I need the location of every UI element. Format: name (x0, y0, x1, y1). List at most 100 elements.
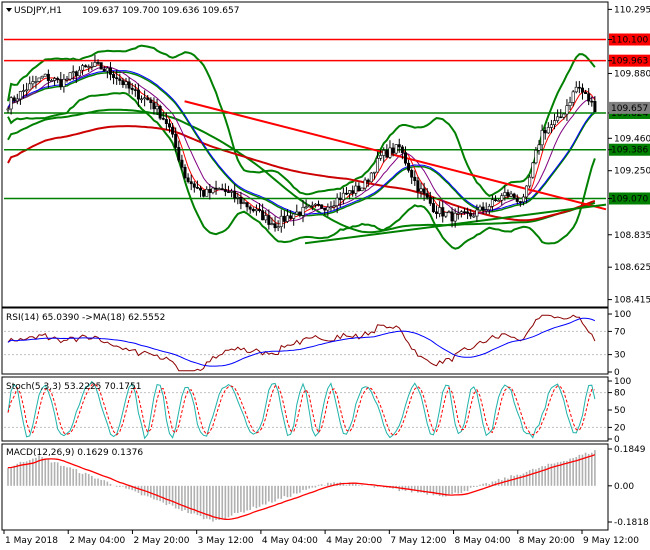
candle-body (475, 209, 479, 217)
candle-body (12, 97, 16, 102)
time-tick-label: 2 May 20:00 (133, 536, 189, 546)
ohlc-readout: 109.637 109.700 109.636 109.657 (82, 6, 239, 16)
candle-body (584, 91, 588, 95)
candle-body (456, 212, 460, 215)
candle-body (335, 197, 339, 206)
candle-body (376, 158, 380, 173)
candle-body (90, 66, 94, 68)
candle-body (220, 188, 224, 190)
candle-body (158, 105, 162, 119)
candle-body (400, 146, 404, 153)
macd-histogram-and-signal (7, 450, 596, 522)
time-tick-label: 9 May 12:00 (583, 536, 639, 546)
candle-body (472, 215, 476, 218)
time-tick-label: 7 May 12:00 (390, 536, 446, 546)
tick-label: 80 (614, 389, 626, 399)
candle-body (177, 147, 181, 161)
candle-body (521, 196, 525, 203)
candle-body (93, 62, 97, 67)
candle-body (214, 187, 218, 190)
candle-body (518, 201, 522, 203)
candle-body (565, 105, 569, 115)
candle-body (242, 202, 246, 204)
candle-body (81, 65, 85, 71)
candle-body (438, 207, 442, 214)
candle-body (34, 81, 38, 83)
level-label-1: 109.963 (611, 57, 648, 67)
candle-body (441, 207, 445, 217)
candle-body (136, 89, 140, 100)
candle-body (28, 83, 32, 91)
candle-body (344, 192, 348, 195)
candle-body (121, 80, 125, 86)
candle-body (295, 211, 299, 215)
candle-body (559, 116, 563, 119)
candle-body (357, 185, 361, 191)
candle-body (155, 105, 159, 110)
tick-label: 0 (614, 368, 620, 378)
price-panel-frame (1, 1, 609, 308)
candle-body (351, 190, 355, 194)
candle-body (413, 176, 417, 181)
candle-body (307, 205, 311, 208)
candle-body (68, 72, 72, 80)
candle-body (115, 77, 119, 80)
candle-body (593, 101, 597, 113)
candle-body (161, 117, 165, 120)
candle-body (549, 124, 553, 128)
candle-body (481, 206, 485, 211)
rsi-panel-frame (1, 307, 609, 375)
candle-body (239, 196, 243, 204)
rsi-ma-line (7, 317, 596, 367)
candle-body (258, 208, 262, 211)
candle-body (202, 189, 206, 197)
candle-body (348, 190, 352, 195)
time-tick-label: 4 May 04:00 (262, 536, 318, 546)
rsi-label: RSI(14) 65.0390 ->MA(18) 62.5552 (6, 313, 165, 323)
bollinger-lower-line (7, 91, 596, 250)
candle-body (416, 180, 420, 192)
level-label-box-1 (609, 54, 650, 67)
bollinger-middle-line (7, 71, 596, 217)
candle-body (248, 206, 252, 210)
candle-body (360, 187, 364, 191)
candle-body (450, 211, 454, 222)
candle-body (49, 80, 53, 82)
candle-body (65, 78, 69, 81)
current-price-box (609, 101, 650, 114)
candle-body (133, 89, 137, 91)
candle-body (226, 191, 230, 193)
tick-label: 0 (614, 435, 620, 445)
level-label-box-0 (609, 33, 650, 46)
candle-body (140, 98, 144, 101)
dropdown-triangle-icon[interactable] (6, 8, 12, 12)
candle-body (369, 172, 373, 183)
candle-body (261, 210, 265, 221)
candle-body (99, 62, 103, 70)
candle-body (56, 78, 60, 80)
time-tick-label: 2 May 04:00 (69, 536, 125, 546)
candle-body (87, 66, 91, 68)
candle-body (528, 176, 532, 187)
level-label-box-4 (609, 192, 650, 205)
candle-body (310, 204, 314, 207)
candle-body (171, 126, 175, 135)
candle-body (118, 78, 122, 81)
candle-body (506, 192, 510, 197)
candle-body (102, 68, 106, 72)
mid-ma-line (7, 66, 595, 222)
tick-label: -0.1818 (614, 518, 649, 528)
candle-body (25, 89, 29, 92)
price-indicator-lines (7, 44, 596, 250)
candle-body (18, 91, 22, 100)
candle-body (267, 215, 271, 225)
candle-body (192, 183, 196, 188)
candle-body (164, 119, 168, 124)
candle-body (189, 181, 193, 185)
tick-label: 30 (614, 351, 626, 361)
candle-body (292, 213, 296, 219)
candle-body (459, 211, 463, 214)
tick-label: 50 (614, 406, 626, 416)
candle-body (43, 73, 47, 77)
